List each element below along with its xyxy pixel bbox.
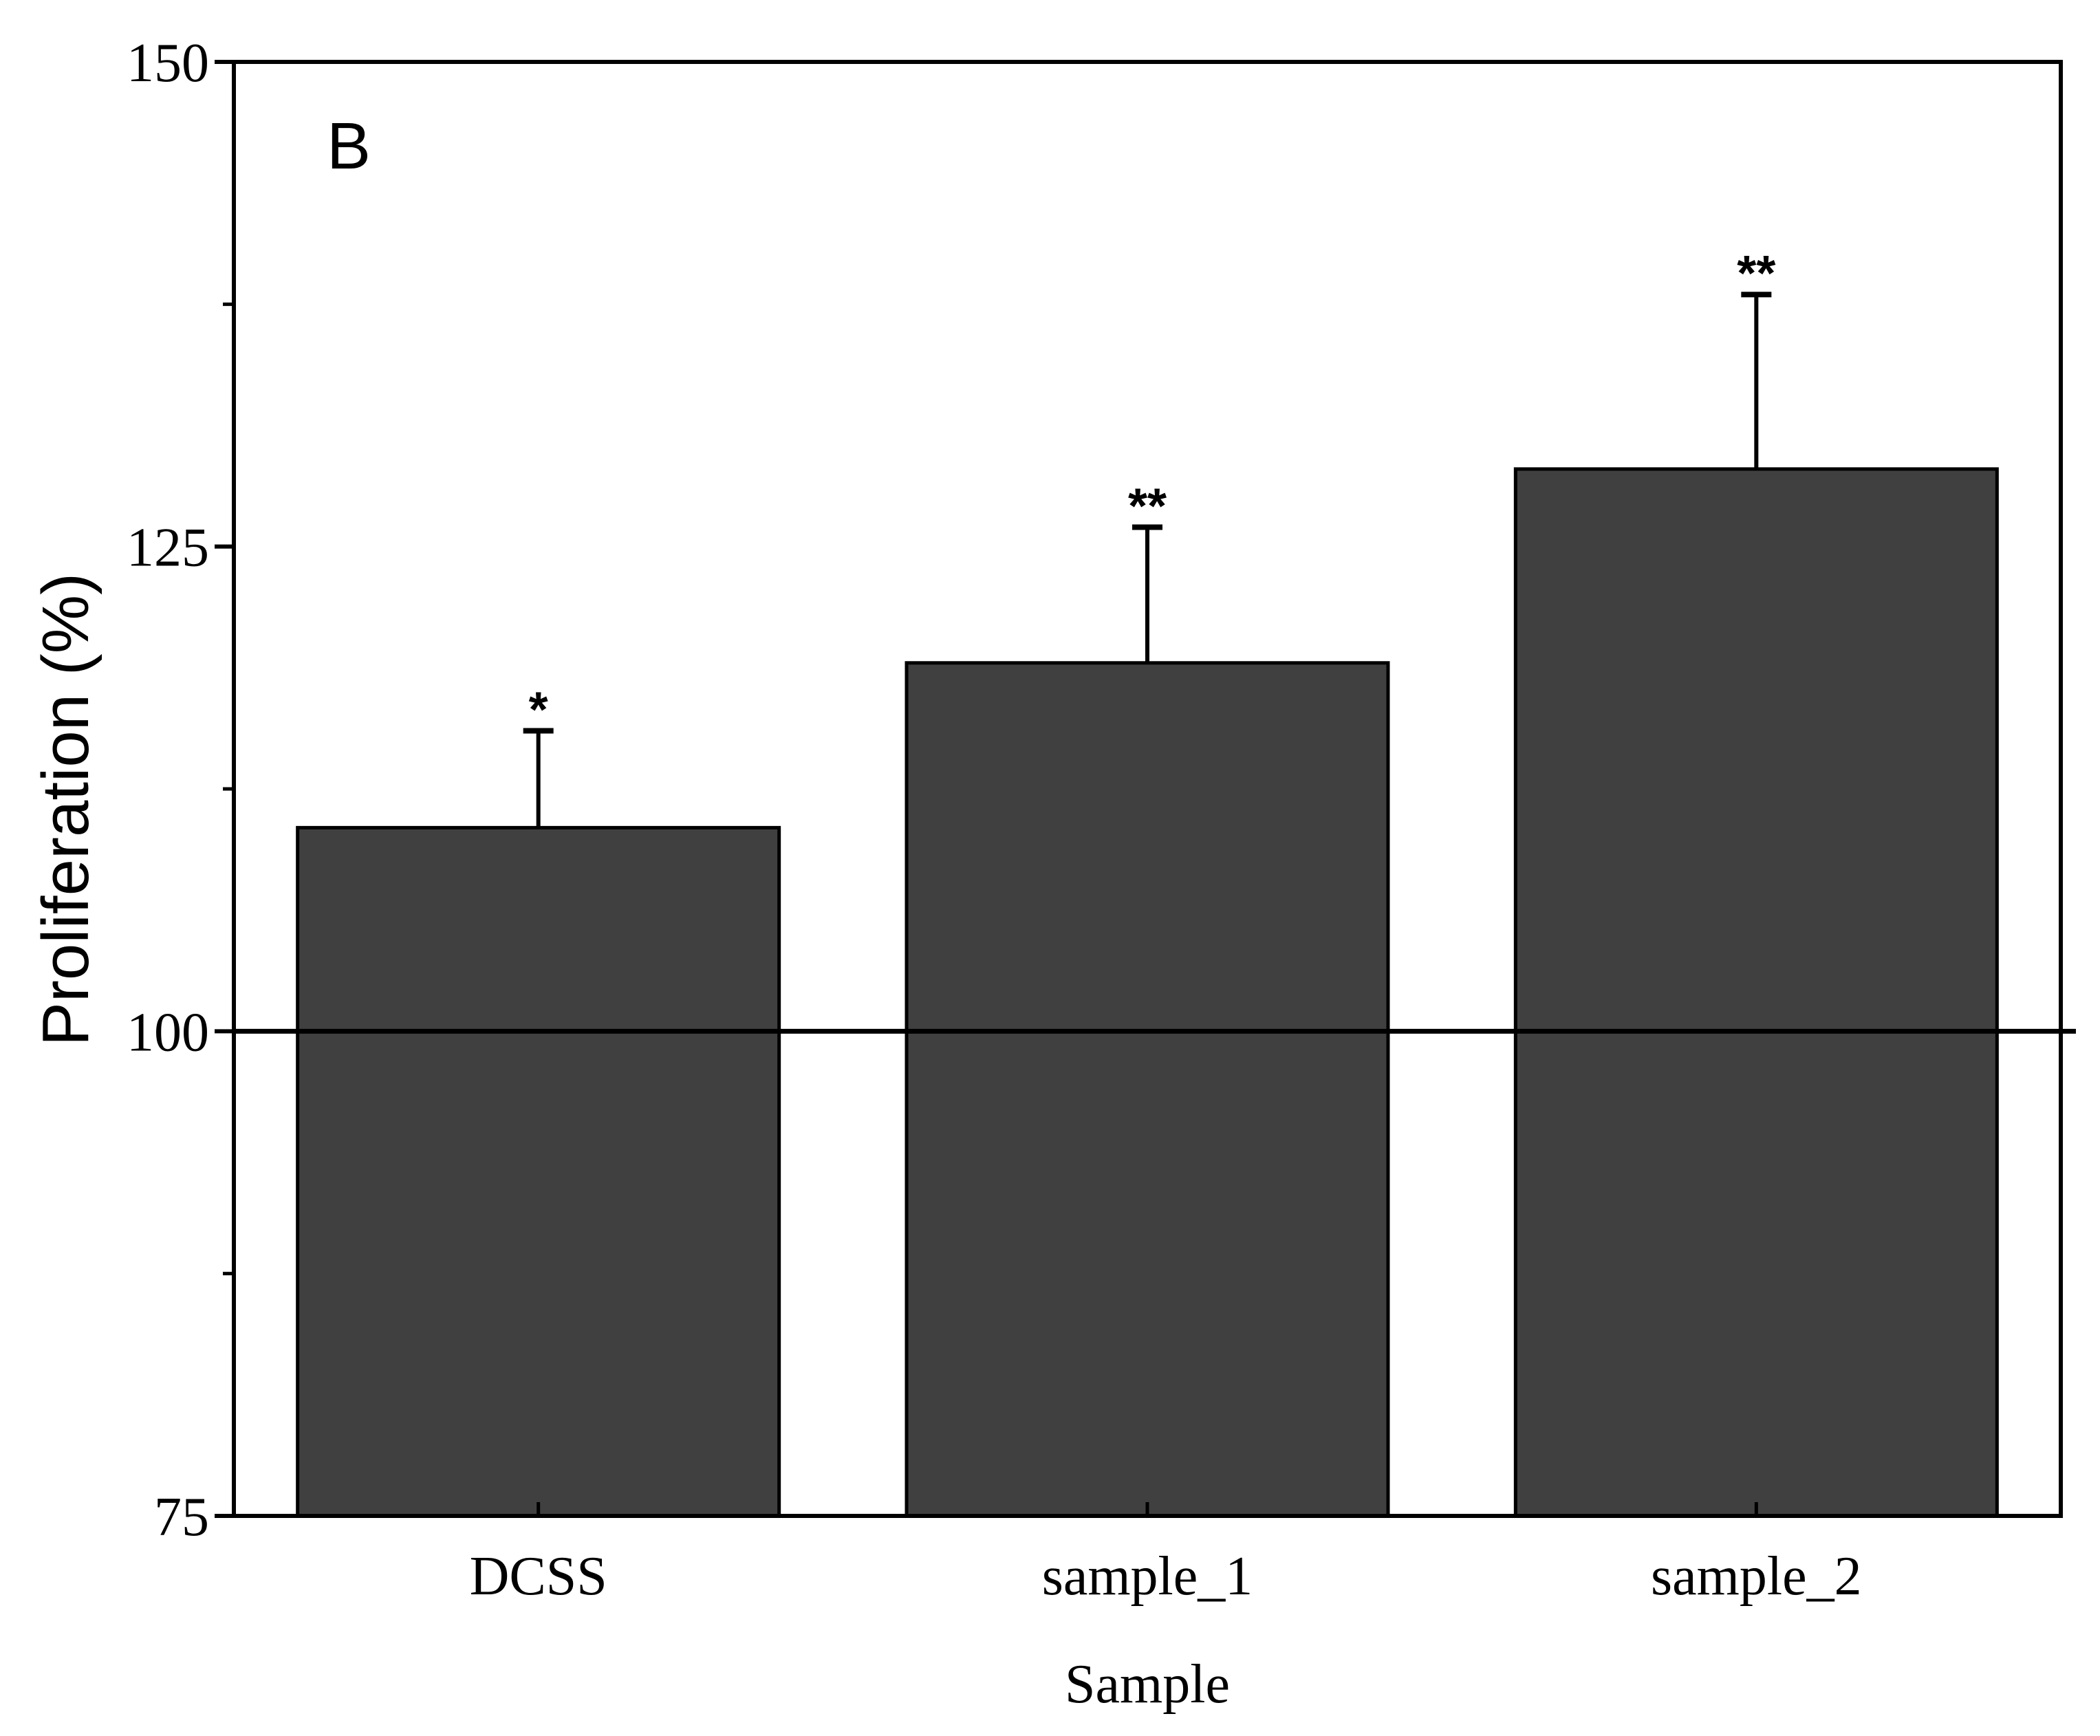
y-tick-label: 125 (127, 518, 209, 578)
x-tick-label: sample_2 (1651, 1546, 1862, 1607)
x-ticks-layer: DCSS sample_1 sample_2 (470, 1502, 1862, 1607)
significance-layer: ***** (529, 246, 1776, 737)
significance-marker: * (529, 682, 548, 737)
significance-marker: ** (1737, 246, 1775, 301)
bar-sample-2 (1513, 467, 1999, 1518)
significance-marker: ** (1128, 479, 1167, 534)
y-tick-label: 75 (154, 1487, 209, 1548)
y-tick-label: 150 (127, 33, 209, 94)
error-bars-layer (523, 292, 1772, 828)
y-tick-label: 100 (127, 1002, 209, 1063)
y-ticks-layer: 75 100 125 150 (127, 33, 234, 1548)
bar-sample-1 (905, 661, 1390, 1518)
bar-dcss (296, 825, 781, 1518)
x-tick-label: DCSS (470, 1546, 607, 1607)
x-tick-label: sample_1 (1042, 1546, 1253, 1607)
x-axis-label: Sample (1065, 1654, 1230, 1715)
panel-label: B (327, 109, 371, 183)
y-axis-label: Proliferation (%) (29, 573, 102, 1046)
